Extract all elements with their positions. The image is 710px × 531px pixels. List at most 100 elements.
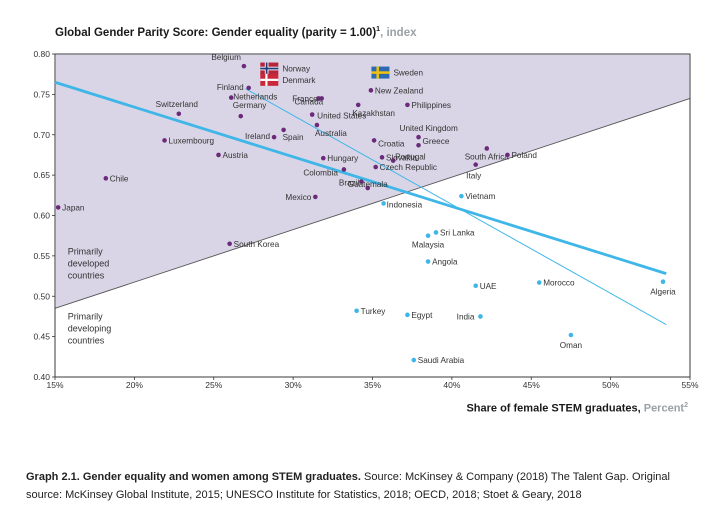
data-point-label: Vietnam — [465, 192, 495, 201]
data-point — [176, 111, 182, 117]
data-point-label: South Africa — [465, 152, 510, 161]
data-point — [505, 152, 510, 158]
data-point — [341, 167, 347, 172]
y-tick-label: 0.80 — [33, 49, 50, 59]
sweden-flag-icon — [371, 66, 390, 79]
data-point — [316, 96, 321, 101]
x-tick-label: 30% — [285, 380, 302, 390]
data-point — [405, 312, 410, 318]
data-point-label: Egypt — [411, 311, 433, 320]
caption-title: Graph 2.1. Gender equality and women amo… — [26, 471, 361, 483]
flag-country-label: Norway — [282, 65, 311, 74]
x-axis-label-footnote: 2 — [684, 402, 688, 409]
data-point-label: Canada — [295, 97, 324, 106]
data-point — [411, 357, 417, 363]
developing-region-label: developing — [68, 324, 112, 334]
y-tick-label: 0.45 — [33, 332, 50, 342]
developing-region-label: Primarily — [68, 312, 103, 322]
data-point-label: New Zealand — [375, 86, 424, 95]
x-tick-label: 35% — [364, 380, 381, 390]
data-point-label: Austria — [223, 151, 249, 160]
x-tick-label: 20% — [126, 380, 143, 390]
data-point-label: Japan — [62, 203, 85, 212]
data-point — [365, 185, 371, 191]
x-tick-label: 15% — [46, 380, 63, 390]
data-point — [227, 241, 232, 247]
data-point-label: Switzerland — [156, 100, 199, 109]
data-point — [373, 164, 378, 170]
chart-title-footnote: 1 — [376, 26, 381, 33]
x-tick-label: 55% — [681, 380, 698, 390]
data-point — [473, 162, 478, 167]
data-point-label: Malaysia — [412, 241, 445, 250]
data-point — [459, 193, 464, 199]
data-point-label: Spain — [283, 133, 304, 142]
caption-source: Source: McKinsey & Company (2018) The Ta… — [26, 471, 670, 501]
data-point-label: Algeria — [650, 288, 676, 297]
chart-title-text: Global Gender Parity Score: Gender equal… — [55, 26, 377, 39]
data-point — [536, 280, 542, 285]
data-point — [319, 96, 325, 101]
data-point — [359, 179, 364, 184]
data-point-label: Ireland — [245, 132, 270, 141]
data-point — [320, 155, 326, 161]
scatter-chart: 15% 20% 25% 30% 35% 40% 45% 50% 55% 0.80 0.75 0.70 0… — [33, 49, 698, 390]
data-point — [405, 102, 410, 108]
y-tick-label: 0.55 — [33, 251, 50, 261]
data-point — [355, 102, 361, 108]
data-point — [241, 63, 247, 69]
y-tick-label: 0.65 — [33, 170, 50, 180]
figure-caption: Graph 2.1. Gender equality and women amo… — [26, 468, 696, 504]
data-point-label: Brazil — [339, 179, 360, 188]
flag-country-label: Denmark — [282, 76, 316, 85]
data-point-label: Chile — [110, 174, 129, 183]
data-point — [216, 152, 221, 158]
y-tick-label: 0.70 — [33, 130, 50, 140]
x-tick-label: 45% — [523, 380, 540, 390]
data-point — [416, 142, 421, 148]
developed-region-label: Primarily — [68, 246, 103, 256]
data-point-label: Belgium — [211, 53, 241, 62]
data-point — [368, 88, 374, 93]
data-point-label: Australia — [315, 129, 347, 138]
data-point — [309, 112, 315, 117]
data-point-label: Hungary — [327, 154, 359, 163]
flag-country-label: Sweden — [393, 69, 423, 78]
developed-region-label: developed — [68, 258, 110, 268]
data-point-label: Netherlands — [233, 93, 277, 102]
chart-title: Global Gender Parity Score: Gender equal… — [55, 26, 417, 39]
data-point — [660, 279, 666, 285]
data-point-label: Czech Republic — [380, 163, 437, 172]
data-point — [55, 205, 61, 210]
data-point-label: United Kingdom — [400, 124, 458, 133]
data-point-label: Colombia — [303, 168, 338, 177]
data-point-label: Oman — [560, 341, 583, 350]
data-point — [354, 308, 359, 314]
developing-region-label: countries — [68, 336, 105, 346]
data-point-label: Germany — [233, 101, 268, 110]
data-point — [484, 146, 490, 151]
data-point-label: Slovakia — [386, 153, 417, 162]
data-point — [228, 95, 234, 100]
data-point-label: South Korea — [234, 240, 280, 249]
data-point-label: Luxembourg — [169, 136, 215, 145]
denmark-flag-icon — [260, 73, 279, 86]
data-point — [371, 138, 377, 143]
x-axis-label: Share of female STEM graduates, Percent2 — [466, 402, 688, 415]
data-point-label: Kazakhstan — [352, 109, 395, 118]
data-point-label: Indonesia — [387, 200, 423, 209]
data-point — [246, 85, 251, 91]
data-point-label: France — [292, 94, 318, 103]
data-point — [314, 122, 320, 128]
region-divider-line — [54, 97, 691, 309]
x-tick-label: 50% — [602, 380, 619, 390]
data-point-label: Greece — [423, 137, 450, 146]
data-point-label: Croatia — [378, 139, 405, 148]
data-point — [379, 155, 385, 160]
y-tick-label: 0.50 — [33, 291, 50, 301]
data-point — [313, 194, 318, 200]
data-point-label: Turkey — [361, 307, 387, 316]
data-point — [103, 176, 109, 181]
developed-region-label: countries — [68, 270, 105, 280]
x-tick-label: 25% — [205, 380, 222, 390]
